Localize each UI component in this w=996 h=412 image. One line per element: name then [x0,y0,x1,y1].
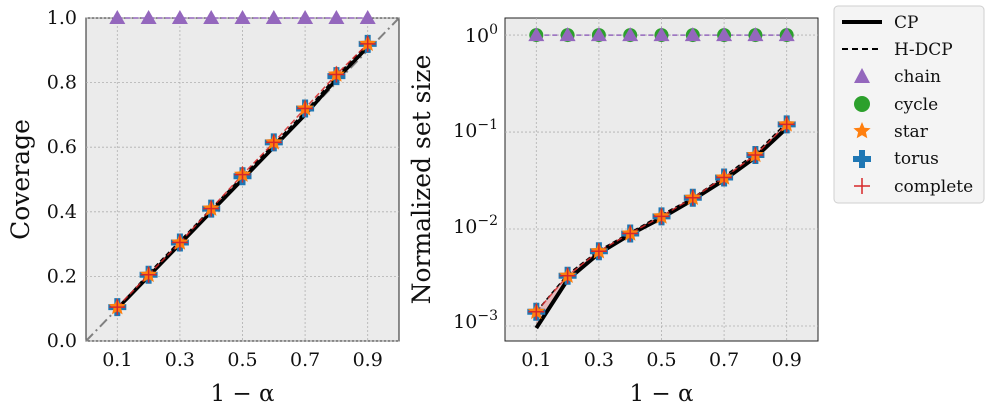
legend-entry-cp: CP [842,13,918,33]
chain-point [716,27,733,42]
chain-point [109,10,126,24]
complete-point [140,266,157,283]
y-tick-label: 1.0 [47,7,77,29]
complete-point [234,166,251,183]
complete-point [109,299,126,316]
coverage-panel: 0.1 0.3 0.5 0.7 0.9 0.0 0.2 0.4 0.6 0.8 … [6,7,400,407]
complete-point [653,208,670,225]
x-tick-label: 0.7 [709,349,739,371]
legend-cycle-marker [854,96,870,112]
x-tick-label: 0.3 [584,349,614,371]
x-tick-label: 0.5 [227,349,257,371]
legend-label: cycle [894,95,938,115]
complete-point [778,116,795,133]
x-tick-label: 0.9 [772,349,802,371]
legend: CP H-DCP chain cycle star torus complete [833,5,985,204]
complete-point [265,134,282,151]
chain-point [653,27,670,42]
y-tick-label: 10−3 [453,308,498,333]
coverage-y-axis-label: Coverage [6,119,35,240]
chain-point [328,10,345,24]
x-tick-label: 0.5 [646,349,676,371]
x-tick-label: 0.7 [290,349,320,371]
complete-point [528,303,545,320]
y-tick-label: 0.2 [47,265,77,287]
chain-point [234,10,251,24]
legend-complete-marker [854,178,870,194]
y-tick-label: 100 [465,22,498,47]
legend-label: complete [894,177,973,197]
chain-point [684,27,701,42]
legend-label: chain [894,67,941,87]
complete-point [328,66,345,83]
chain-point [778,27,795,42]
set-size-panel: 0.1 0.3 0.5 0.7 0.9 100 10−1 10−2 10−3 1… [407,17,819,407]
legend-entry-chain: chain [854,67,941,87]
y-tick-label: 0.6 [47,136,77,158]
complete-point [747,146,764,163]
complete-point [684,189,701,206]
chain-point [559,27,576,42]
chain-point [203,10,220,24]
legend-entry-h-dcp: H-DCP [842,40,953,60]
complete-point [622,225,639,242]
chain-point [140,10,157,24]
y-tick-label: 0.8 [47,72,77,94]
x-tick-label: 0.3 [165,349,195,371]
complete-point [171,234,188,251]
x-tick-label: 0.1 [521,349,551,371]
legend-label: star [894,122,929,142]
legend-star-marker [853,122,871,139]
legend-label: H-DCP [894,40,953,60]
coverage-x-axis-label: 1 − α [210,381,274,407]
x-tick-label: 0.9 [353,349,383,371]
y-tick-label: 0.0 [47,330,77,352]
set-size-x-ticks: 0.1 0.3 0.5 0.7 0.9 [521,349,802,371]
chain-point [622,27,639,42]
legend-label: torus [894,149,939,169]
chain-point [747,27,764,42]
complete-point [716,169,733,186]
complete-point [359,35,376,52]
coverage-y-ticks: 0.0 0.2 0.4 0.6 0.8 1.0 [47,7,77,352]
legend-entry-torus: torus [853,149,939,169]
legend-label: CP [894,13,918,33]
legend-frame [833,5,985,204]
legend-entry-cycle: cycle [854,95,938,115]
y-tick-label: 0.4 [47,201,77,223]
legend-entry-complete: complete [854,177,973,197]
coverage-grid [86,17,399,342]
y-tick-label: 10−1 [453,117,498,142]
complete-point [590,243,607,260]
complete-point [297,100,314,117]
set-size-x-axis-label: 1 − α [629,381,693,407]
set-size-y-ticks: 100 10−1 10−2 10−3 [453,22,498,333]
x-tick-label: 0.1 [102,349,132,371]
chain-point [297,10,314,24]
chain-point [590,27,607,42]
coverage-marks [85,10,400,342]
legend-chain-marker [854,68,870,83]
set-size-y-axis-label: Normalized set size [407,55,436,305]
legend-entry-star: star [853,122,929,142]
chain-point [359,10,376,24]
y-tick-label: 10−2 [453,213,498,238]
chain-point [171,10,188,24]
chain-point [528,27,545,42]
set-size-marks [527,27,796,330]
legend-torus-marker [853,150,871,168]
coverage-x-ticks: 0.1 0.3 0.5 0.7 0.9 [102,349,383,371]
chain-point [265,10,282,24]
complete-point [559,267,576,284]
complete-point [203,200,220,217]
